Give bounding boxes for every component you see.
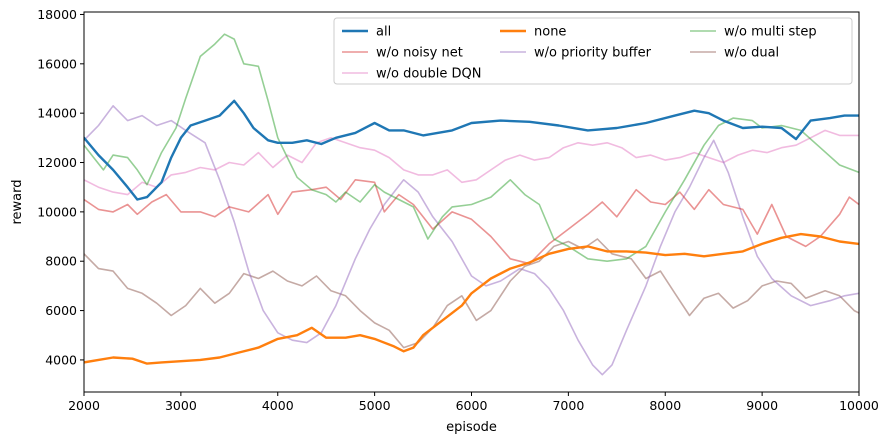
x-tick-label: 7000	[552, 398, 584, 413]
x-tick-label: 3000	[165, 398, 197, 413]
y-tick-label: 10000	[37, 204, 77, 219]
y-tick-label: 4000	[45, 352, 77, 367]
y-tick-label: 18000	[37, 7, 77, 22]
x-tick-label: 2000	[68, 398, 100, 413]
legend-label: all	[376, 25, 391, 40]
x-tick-label: 10000	[839, 398, 879, 413]
x-tick-label: 9000	[746, 398, 778, 413]
y-tick-label: 12000	[37, 155, 77, 170]
series-line-w-o-noisy-net	[84, 179, 859, 265]
x-axis-label: episode	[446, 420, 497, 435]
y-tick-label: 8000	[45, 254, 77, 269]
legend-item-w-o-multi-step: w/o multi step	[690, 25, 817, 40]
y-tick-label: 16000	[37, 56, 77, 71]
axis-ticks: 2000 3000 4000 5000 6000 7000 8000 9000 10000 400…	[37, 7, 879, 413]
legend-label: w/o dual	[724, 46, 779, 61]
legend-label: w/o multi step	[724, 25, 817, 40]
x-tick-label: 8000	[649, 398, 681, 413]
x-tick-label: 6000	[456, 398, 488, 413]
legend-label: w/o priority buffer	[534, 46, 652, 61]
y-axis-label: reward	[10, 179, 25, 224]
y-tick-label: 6000	[45, 303, 77, 318]
legend-label: w/o double DQN	[376, 67, 482, 82]
x-tick-label: 4000	[262, 398, 294, 413]
series-lines	[84, 33, 859, 376]
x-tick-label: 5000	[359, 398, 391, 413]
series-line-w-o-multi-step	[84, 33, 859, 262]
series-line-w-o-priority-buffer	[84, 105, 859, 376]
legend-item-w-o-double-dqn: w/o double DQN	[342, 67, 482, 82]
series-line-w-o-double-dqn	[84, 129, 859, 196]
legend-box	[333, 17, 853, 85]
legend-item-w-o-dual: w/o dual	[690, 46, 779, 61]
y-tick-label: 14000	[37, 106, 77, 121]
series-line-w-o-dual	[84, 238, 859, 349]
legend-item-w-o-noisy-net: w/o noisy net	[342, 46, 463, 61]
legend-item-none: none	[500, 25, 566, 40]
legend-label: w/o noisy net	[376, 46, 463, 61]
series-line-none	[84, 232, 859, 365]
series-line-all	[84, 99, 859, 201]
legend-label: none	[534, 25, 566, 40]
legend-item-w-o-priority-buffer: w/o priority buffer	[500, 46, 652, 61]
legend: all none w/o multi step w/o noisy net w/o pr…	[333, 17, 853, 85]
legend-item-all: all	[342, 25, 391, 40]
